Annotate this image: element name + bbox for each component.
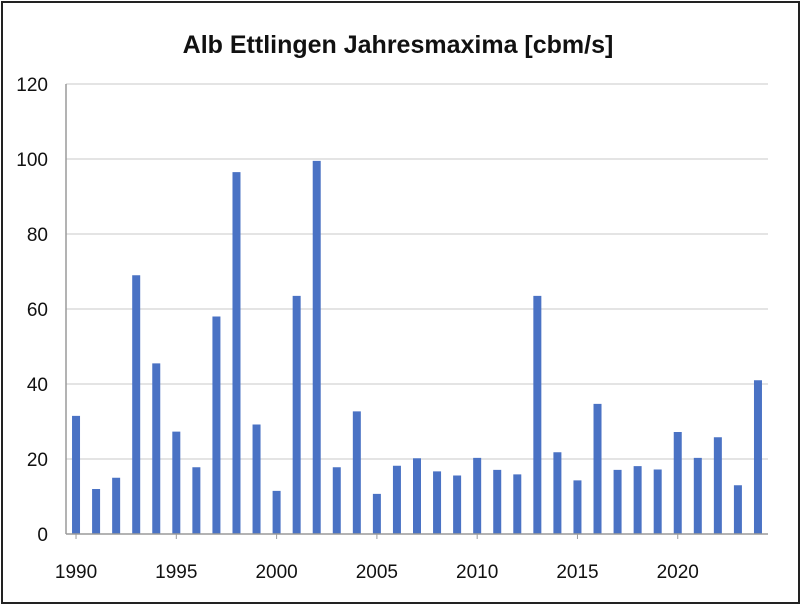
y-tick-label: 0: [37, 525, 48, 546]
bar-2015: [573, 480, 582, 534]
x-tick-label: 2015: [556, 562, 598, 583]
bar-1995: [172, 431, 181, 534]
bar-2011: [493, 469, 502, 534]
bar-2017: [613, 469, 622, 534]
y-tick-label: 20: [27, 450, 48, 471]
bar-1993: [132, 275, 141, 534]
bar-2012: [513, 474, 522, 534]
bar-1992: [112, 477, 121, 534]
bar-2021: [693, 457, 702, 534]
bar-2013: [533, 295, 542, 534]
bar-2014: [553, 452, 562, 534]
bar-2016: [593, 403, 602, 534]
bar-1998: [232, 172, 241, 534]
axes: [65, 84, 768, 539]
x-tick-label: 2000: [255, 562, 297, 583]
bar-2019: [653, 469, 662, 534]
y-tick-label: 40: [27, 375, 48, 396]
gridlines: [66, 83, 768, 460]
y-axis-ticks: 0 20 40 60 80 100 120: [16, 75, 48, 546]
bar-2020: [673, 432, 682, 534]
bar-1996: [192, 467, 201, 534]
x-tick-label: 1995: [155, 562, 197, 583]
bar-chart: Alb Ettlingen Jahresmaxima [cbm/s] 0 20 40…: [16, 31, 768, 583]
bar-2002: [312, 160, 321, 534]
x-tick-label: 1990: [55, 562, 97, 583]
x-tick-label: 2010: [456, 562, 498, 583]
bar-2022: [713, 437, 722, 534]
chart-title: Alb Ettlingen Jahresmaxima [cbm/s]: [183, 31, 614, 59]
bar-1999: [252, 424, 261, 534]
bar-2007: [413, 458, 421, 534]
bars: [72, 160, 762, 534]
bar-2003: [332, 467, 341, 534]
bar-2009: [453, 475, 462, 534]
bar-1990: [72, 415, 81, 534]
bar-2006: [392, 465, 401, 534]
y-tick-label: 60: [27, 300, 48, 321]
bar-2005: [372, 493, 381, 534]
x-axis-ticks: 1990 1995 2000 2005 2010 2015 2020: [55, 562, 699, 583]
y-tick-label: 120: [16, 75, 48, 96]
bar-2024: [753, 380, 762, 534]
bar-2010: [473, 457, 482, 534]
y-tick-label: 80: [27, 225, 48, 246]
x-tick-label: 2005: [356, 562, 398, 583]
x-tick-label: 2020: [657, 562, 699, 583]
bar-2004: [352, 411, 361, 534]
y-tick-label: 100: [16, 150, 48, 171]
bar-1994: [152, 363, 161, 534]
bar-2000: [272, 490, 281, 534]
bar-2001: [292, 295, 301, 534]
bar-2023: [733, 485, 742, 534]
bar-1997: [212, 316, 221, 534]
bar-2008: [433, 471, 442, 534]
bar-1991: [92, 489, 101, 534]
bar-2018: [633, 466, 642, 534]
